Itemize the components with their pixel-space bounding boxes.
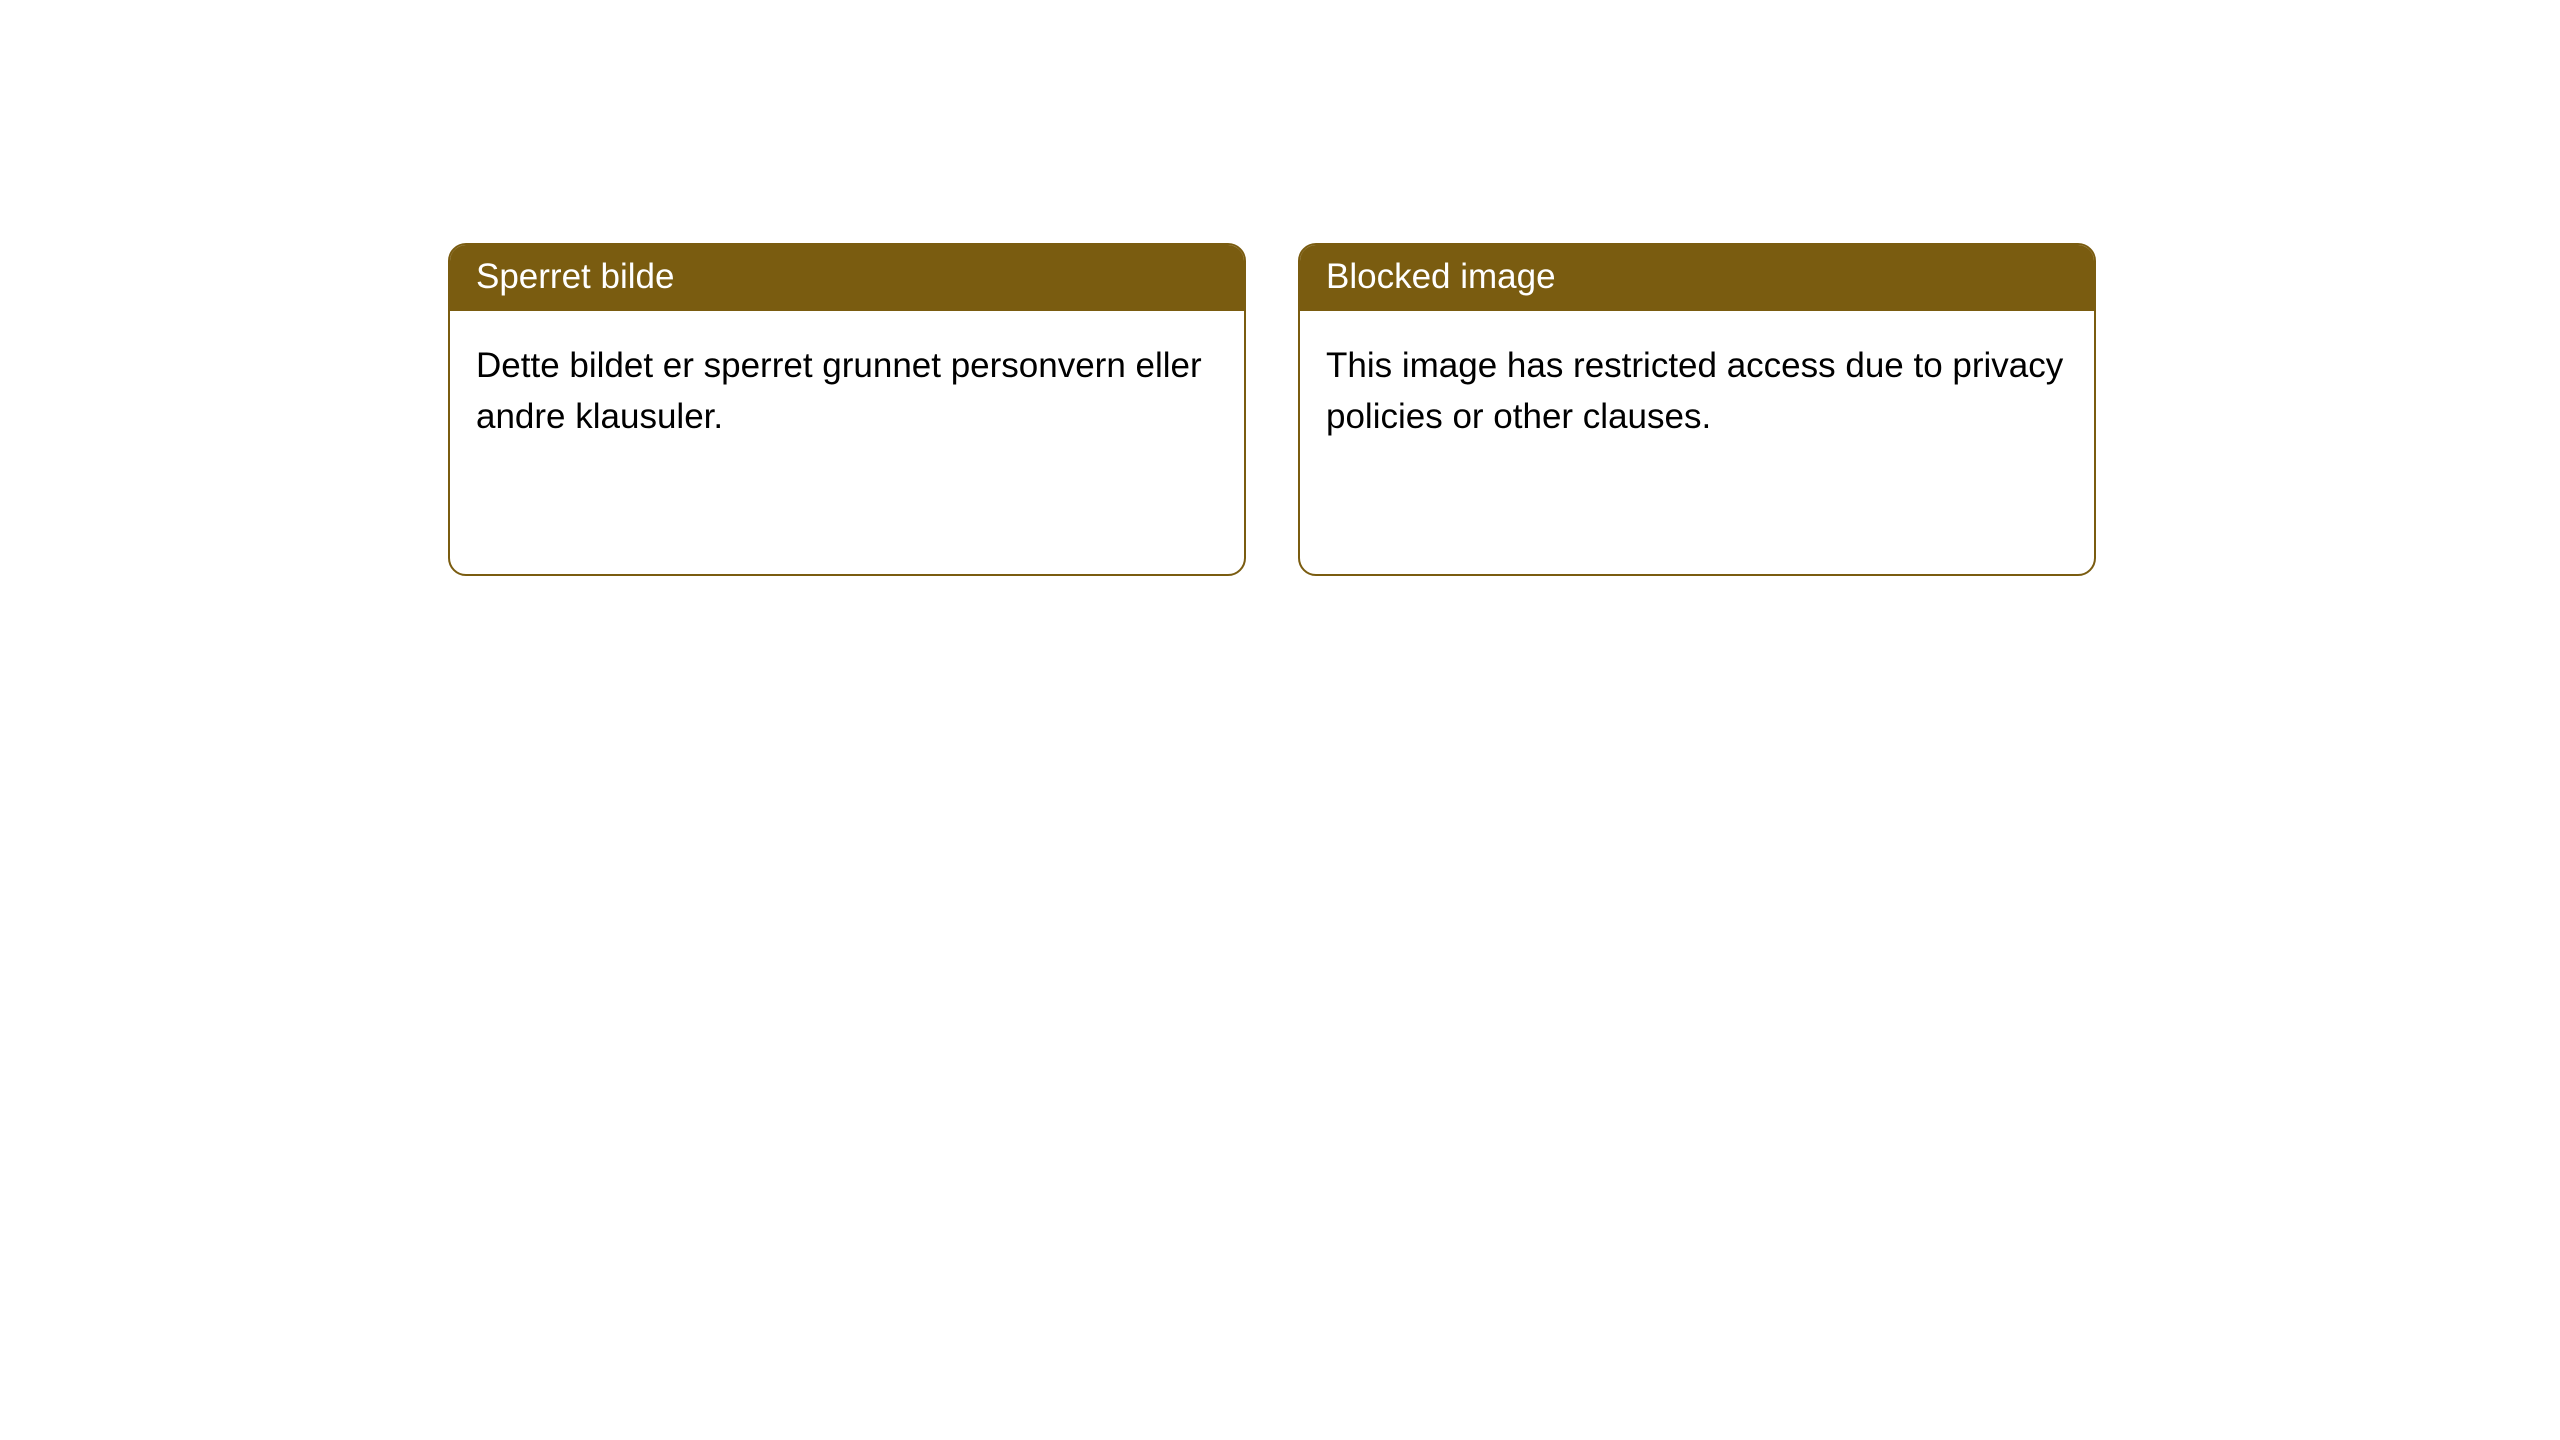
notice-card-en: Blocked image This image has restricted … [1298, 243, 2096, 576]
notice-container: Sperret bilde Dette bildet er sperret gr… [448, 243, 2096, 576]
notice-body-en: This image has restricted access due to … [1300, 311, 2094, 469]
notice-title-en: Blocked image [1300, 245, 2094, 311]
notice-body-no: Dette bildet er sperret grunnet personve… [450, 311, 1244, 469]
notice-card-no: Sperret bilde Dette bildet er sperret gr… [448, 243, 1246, 576]
notice-title-no: Sperret bilde [450, 245, 1244, 311]
